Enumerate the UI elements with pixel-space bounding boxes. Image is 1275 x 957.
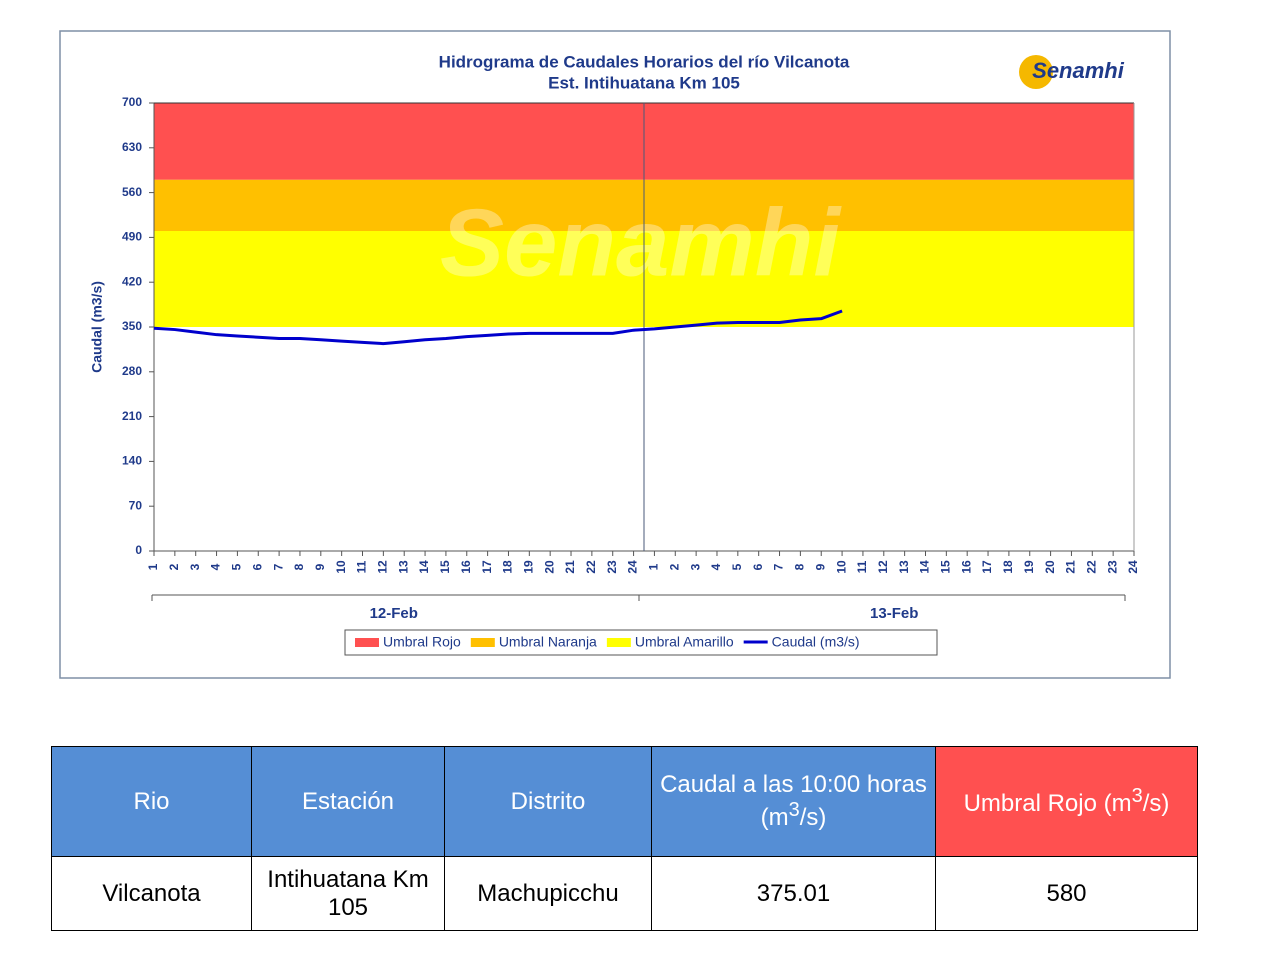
x-tick-label: 8 bbox=[793, 563, 807, 570]
x-tick-label: 22 bbox=[1084, 560, 1098, 574]
legend-swatch bbox=[355, 638, 379, 647]
x-tick-label: 1 bbox=[647, 563, 661, 570]
x-tick-label: 11 bbox=[355, 560, 369, 573]
y-tick-label: 350 bbox=[122, 319, 142, 333]
x-tick-label: 21 bbox=[1064, 560, 1078, 574]
x-tick-label: 21 bbox=[563, 560, 577, 574]
x-tick-label: 17 bbox=[980, 560, 994, 574]
x-tick-label: 24 bbox=[1126, 560, 1140, 574]
x-tick-label: 7 bbox=[271, 563, 285, 570]
y-tick-label: 630 bbox=[122, 140, 142, 154]
header-text: Caudal a las 10:00 horas (m bbox=[660, 771, 927, 831]
legend-label: Umbral Rojo bbox=[383, 634, 461, 650]
x-tick-label: 2 bbox=[167, 563, 181, 570]
logo: Senamhi bbox=[1032, 58, 1125, 83]
header-sup: 3 bbox=[1131, 785, 1143, 807]
header-cell: Estación bbox=[251, 746, 445, 857]
y-tick-label: 560 bbox=[122, 185, 142, 199]
table-cell: Vilcanota bbox=[51, 856, 252, 931]
y-tick-label: 210 bbox=[122, 409, 142, 423]
table-cell: Machupicchu bbox=[444, 856, 652, 931]
x-tick-label: 5 bbox=[730, 563, 744, 570]
y-tick-label: 280 bbox=[122, 364, 142, 378]
x-tick-label: 1 bbox=[146, 563, 160, 570]
table-cell: Intihuatana Km 105 bbox=[251, 856, 445, 931]
logo-sun bbox=[1019, 55, 1053, 89]
x-tick-label: 16 bbox=[459, 560, 473, 574]
legend-label: Umbral Naranja bbox=[499, 634, 597, 650]
x-tick-label: 3 bbox=[188, 563, 202, 570]
x-tick-label: 13 bbox=[396, 560, 410, 574]
y-tick-label: 140 bbox=[122, 454, 142, 468]
watermark: Senamhi bbox=[440, 189, 842, 296]
x-group-label: 12-Feb bbox=[370, 605, 418, 622]
x-tick-label: 24 bbox=[626, 560, 640, 574]
x-tick-label: 18 bbox=[1001, 560, 1015, 574]
table-header: Rio Estación Distrito Caudal a las 10:00 ho… bbox=[51, 746, 1198, 857]
x-tick-label: 12 bbox=[876, 560, 890, 574]
x-tick-label: 4 bbox=[709, 563, 723, 570]
x-tick-label: 19 bbox=[1022, 560, 1036, 574]
x-tick-label: 11 bbox=[855, 560, 869, 573]
x-tick-label: 8 bbox=[292, 563, 306, 570]
x-tick-label: 13 bbox=[897, 560, 911, 574]
x-group-label: 13-Feb bbox=[870, 605, 918, 622]
x-tick-label: 16 bbox=[959, 560, 973, 574]
x-tick-label: 19 bbox=[521, 560, 535, 574]
x-tick-label: 23 bbox=[605, 560, 619, 574]
legend-label: Caudal (m3/s) bbox=[772, 634, 860, 650]
x-tick-label: 3 bbox=[688, 563, 702, 570]
x-tick-label: 15 bbox=[438, 560, 452, 574]
y-tick-label: 0 bbox=[135, 543, 142, 557]
x-tick-label: 5 bbox=[230, 563, 244, 570]
legend-swatch bbox=[606, 638, 631, 647]
x-tick-label: 9 bbox=[813, 563, 827, 570]
x-tick-label: 7 bbox=[772, 563, 786, 570]
x-tick-label: 4 bbox=[209, 563, 223, 570]
y-tick-label: 700 bbox=[122, 95, 142, 109]
header-text: /s) bbox=[1142, 790, 1170, 817]
header-cell: Distrito bbox=[444, 746, 652, 857]
x-tick-label: 15 bbox=[939, 560, 953, 574]
table-cell: 375.01 bbox=[651, 856, 936, 931]
x-tick-label: 10 bbox=[334, 560, 348, 574]
y-tick-label: 420 bbox=[122, 274, 142, 288]
legend-swatch bbox=[470, 638, 495, 647]
x-tick-label: 22 bbox=[584, 560, 598, 574]
table-row: Vilcanota Intihuatana Km 105 Machupicchu 37… bbox=[51, 856, 1198, 931]
chart-title: Hidrograma de Caudales Horarios del río … bbox=[439, 52, 850, 71]
header-cell: Umbral Rojo (m3/s) bbox=[935, 746, 1198, 857]
legend-box bbox=[344, 629, 938, 656]
y-tick-label: 70 bbox=[129, 498, 143, 512]
x-tick-label: 23 bbox=[1105, 560, 1119, 574]
data-table: Rio Estación Distrito Caudal a las 10:00 ho… bbox=[51, 746, 1198, 931]
x-tick-label: 10 bbox=[834, 560, 848, 574]
header-text: Umbral Rojo (m bbox=[963, 790, 1132, 817]
x-tick-label: 20 bbox=[1043, 560, 1057, 574]
table-cell: 580 bbox=[935, 856, 1198, 931]
x-tick-label: 20 bbox=[542, 560, 556, 574]
x-tick-label: 6 bbox=[751, 563, 765, 570]
header-cell: Rio bbox=[51, 746, 252, 857]
chart: Hidrograma de Caudales Horarios del río … bbox=[59, 30, 1171, 679]
y-tick-label: 490 bbox=[122, 230, 142, 244]
header-sup: 3 bbox=[788, 799, 800, 821]
legend-label: Umbral Amarillo bbox=[635, 634, 734, 650]
header-text: /s) bbox=[799, 804, 827, 831]
series-line bbox=[153, 309, 843, 346]
x-tick-label: 6 bbox=[250, 563, 264, 570]
x-tick-label: 18 bbox=[501, 560, 515, 574]
x-tick-label: 9 bbox=[313, 563, 327, 570]
chart-subtitle: Est. Intihuatana Km 105 bbox=[548, 73, 740, 92]
x-tick-label: 12 bbox=[376, 560, 390, 574]
x-tick-label: 14 bbox=[918, 560, 932, 574]
y-axis-label: Caudal (m3/s) bbox=[89, 281, 105, 373]
x-tick-label: 2 bbox=[667, 563, 681, 570]
x-tick-label: 17 bbox=[480, 560, 494, 574]
header-cell: Caudal a las 10:00 horas (m3/s) bbox=[651, 746, 936, 857]
x-tick-label: 14 bbox=[417, 560, 431, 574]
